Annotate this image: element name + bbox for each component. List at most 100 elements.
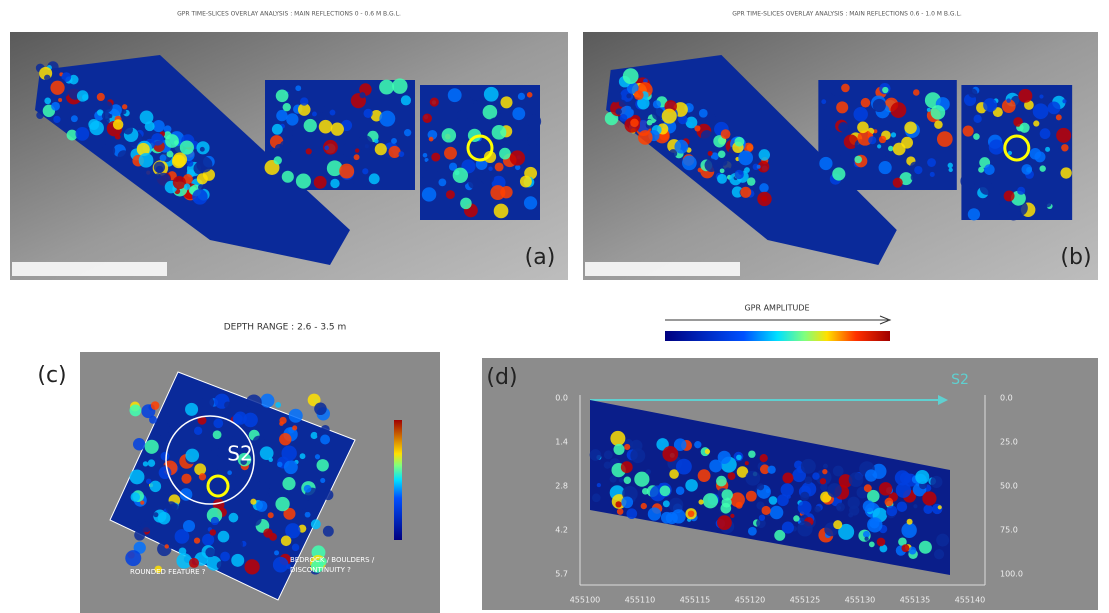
anomaly-marker	[466, 134, 494, 162]
amplitude-blob	[420, 177, 430, 186]
amplitude-blob	[888, 145, 894, 152]
amplitude-blob	[704, 448, 711, 455]
amplitude-blob	[210, 516, 220, 526]
amplitude-blob	[1047, 101, 1061, 115]
amplitude-blob	[76, 90, 89, 102]
amplitude-blob	[730, 513, 735, 518]
amplitude-blob	[694, 441, 702, 449]
amplitude-blob	[374, 143, 387, 156]
amplitude-blob	[929, 171, 935, 177]
amplitude-blob	[927, 158, 936, 167]
amplitude-blob	[268, 457, 274, 463]
amplitude-blob	[896, 501, 908, 512]
amplitude-blob	[717, 173, 728, 184]
amplitude-blob	[661, 108, 677, 124]
amplitude-blob	[139, 110, 154, 125]
amplitude-blob	[963, 157, 973, 168]
amplitude-blob	[1007, 207, 1020, 221]
amplitude-blob	[833, 113, 841, 121]
amplitude-blob	[122, 124, 133, 135]
amplitude-blob	[819, 478, 827, 485]
amplitude-blob	[280, 535, 292, 547]
amplitude-blob	[864, 469, 878, 482]
amplitude-blob	[637, 97, 650, 110]
amplitude-blob	[101, 143, 116, 158]
amplitude-blob	[745, 470, 761, 486]
amplitude-blob	[814, 505, 821, 513]
amplitude-blob	[702, 493, 719, 509]
amplitude-blob	[282, 127, 294, 138]
amplitude-blob	[904, 121, 917, 135]
amplitude-blob	[862, 500, 875, 513]
amplitude-blob	[205, 547, 216, 558]
amplitude-blob	[140, 500, 145, 505]
amplitude-blob	[716, 475, 727, 487]
amplitude-blob	[138, 152, 154, 168]
amplitude-blob	[129, 469, 145, 485]
amplitude-blob	[740, 186, 752, 198]
amplitude-blob	[157, 541, 172, 557]
amplitude-blob	[275, 402, 282, 408]
amplitude-blob	[165, 134, 179, 148]
amplitude-blob	[860, 97, 871, 108]
amplitude-blob	[499, 147, 511, 160]
y2-tick-label: 50.0	[1000, 482, 1018, 491]
amplitude-blob	[913, 89, 920, 96]
amplitude-blob	[675, 486, 685, 496]
amplitude-blob	[515, 164, 521, 171]
amplitude-blob	[197, 184, 205, 191]
amplitude-blob	[305, 148, 312, 155]
amplitude-blob	[153, 512, 159, 518]
amplitude-blob	[363, 108, 373, 118]
amplitude-blob	[759, 183, 769, 193]
amplitude-blob	[316, 459, 329, 472]
amplitude-blob	[797, 500, 812, 515]
amplitude-blob	[101, 111, 111, 121]
anomaly-circle	[165, 415, 255, 505]
amplitude-blob	[886, 505, 898, 517]
amplitude-blob	[848, 472, 864, 488]
amplitude-blob	[610, 91, 622, 103]
amplitude-blob	[630, 118, 639, 128]
scale-bar	[585, 262, 740, 276]
amplitude-blob	[767, 465, 776, 474]
amplitude-blob	[491, 124, 507, 140]
amplitude-blob	[700, 130, 713, 142]
amplitude-blob	[146, 478, 152, 485]
amplitude-blob	[756, 164, 761, 169]
amplitude-blob	[441, 128, 457, 143]
amplitude-blob	[483, 86, 499, 102]
amplitude-blob	[827, 483, 842, 498]
amplitude-blob	[448, 162, 458, 171]
colorbar	[394, 420, 402, 540]
amplitude-blob	[275, 89, 289, 103]
amplitude-blob	[936, 131, 953, 147]
amplitude-blob	[330, 122, 344, 136]
amplitude-blob	[109, 104, 122, 117]
amplitude-blob	[819, 156, 833, 171]
amplitude-blob	[892, 177, 903, 188]
amplitude-blob	[157, 511, 171, 525]
amplitude-blob	[519, 175, 532, 188]
amplitude-blob	[984, 164, 995, 175]
amplitude-blob	[838, 523, 855, 540]
amplitude-blob	[1044, 199, 1052, 208]
amplitude-blob	[973, 114, 982, 124]
amplitude-blob	[434, 108, 441, 115]
amplitude-blob	[197, 415, 207, 425]
amplitude-blob	[140, 521, 152, 533]
x-tick-label: 455115	[680, 596, 711, 605]
amplitude-blob	[926, 107, 931, 112]
amplitude-blob	[849, 505, 860, 516]
amplitude-blob	[698, 108, 708, 118]
amplitude-blob	[493, 203, 509, 219]
amplitude-blob	[1045, 146, 1051, 152]
amplitude-blob	[330, 178, 340, 189]
panel-title: GPR TIME-SLICES OVERLAY ANALYSIS : MAIN …	[732, 11, 962, 18]
amplitude-blob	[155, 165, 164, 174]
panel-label: (c)	[37, 363, 66, 388]
amplitude-blob	[339, 163, 355, 179]
amplitude-blob	[747, 526, 757, 536]
amplitude-blob	[759, 464, 770, 475]
amplitude-blob	[130, 492, 141, 502]
